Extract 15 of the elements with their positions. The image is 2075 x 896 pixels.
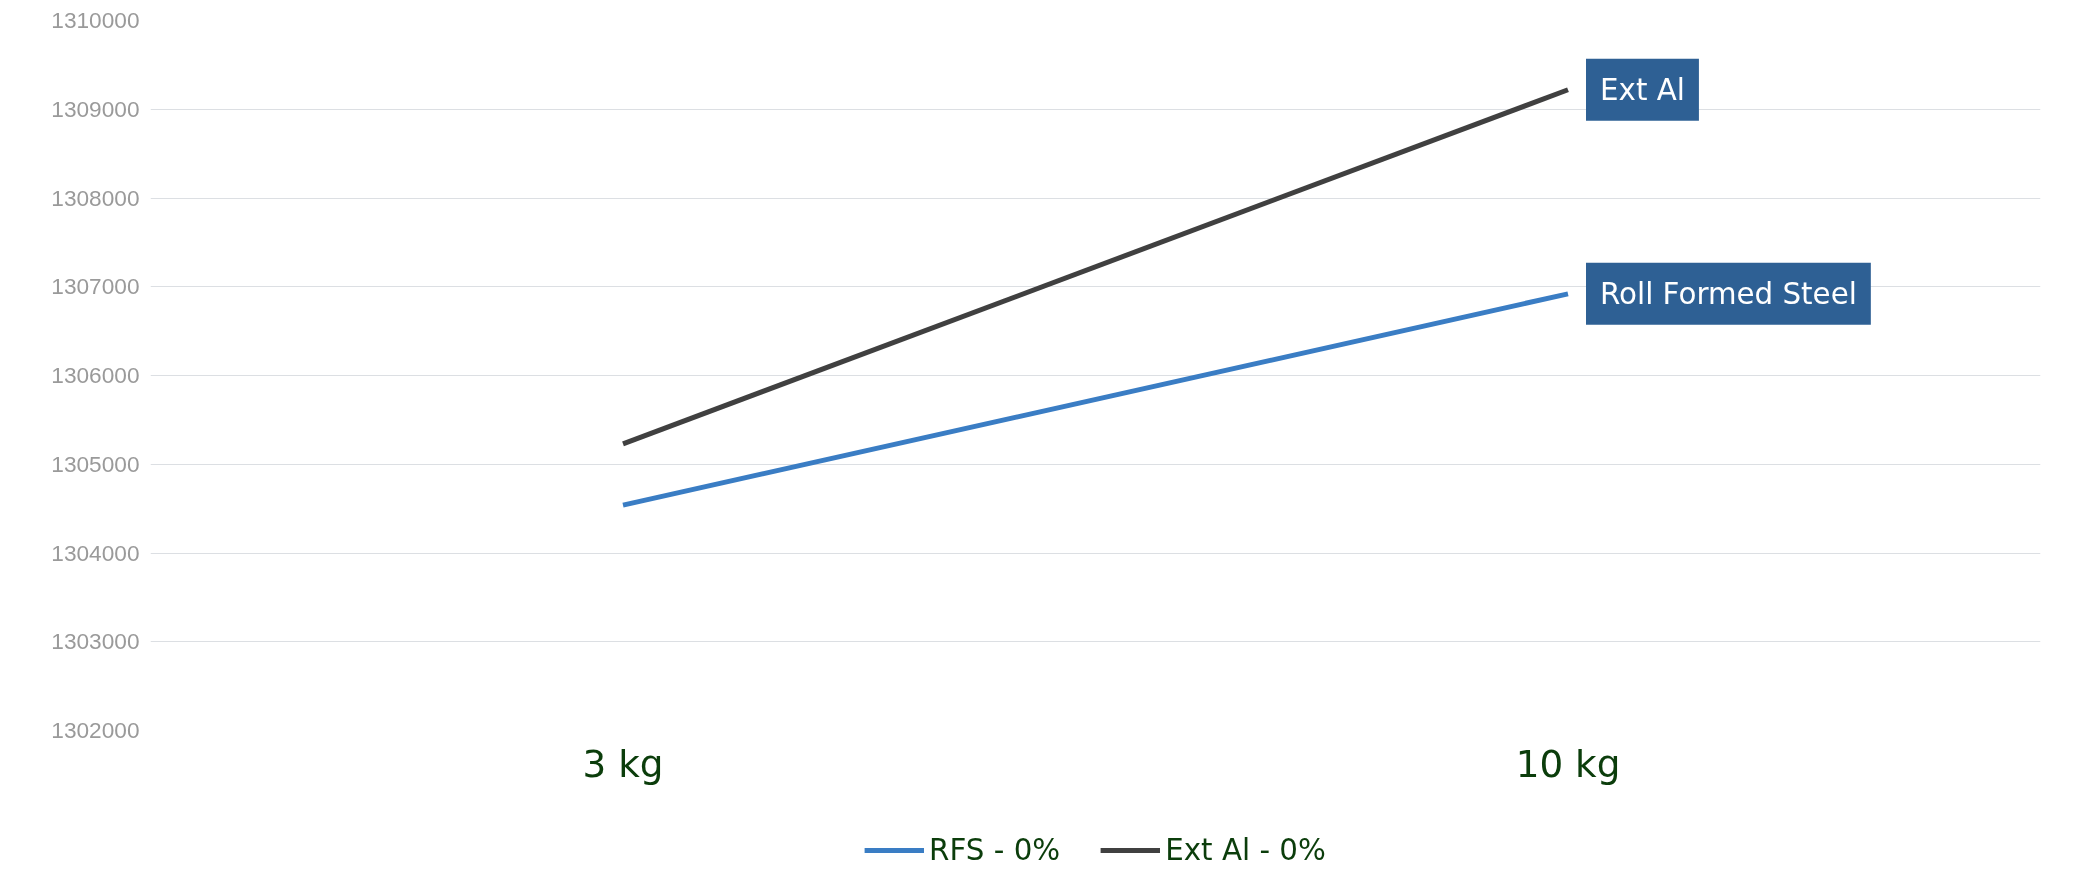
y-tick-label: 1303000 [51,628,140,655]
y-tick-label: 1304000 [51,539,140,566]
legend-label: Ext Al - 0% [1165,833,1326,867]
y-tick-label: 1310000 [51,7,140,33]
annotation: Ext Al [1600,72,1685,107]
x-tick-label: 10 kg [1515,741,1621,786]
y-tick-label: 1305000 [51,450,140,477]
y-tick-label: 1306000 [51,362,140,388]
y-tick-label: 1308000 [51,184,140,211]
x-tick-label: 3 kg [582,741,664,786]
y-tick-label: 1307000 [51,273,140,300]
y-tick-label: 1302000 [51,717,140,743]
legend-label: RFS - 0% [929,833,1061,867]
y-tick-label: 1309000 [51,95,140,122]
annotation: Roll Formed Steel [1600,276,1857,311]
